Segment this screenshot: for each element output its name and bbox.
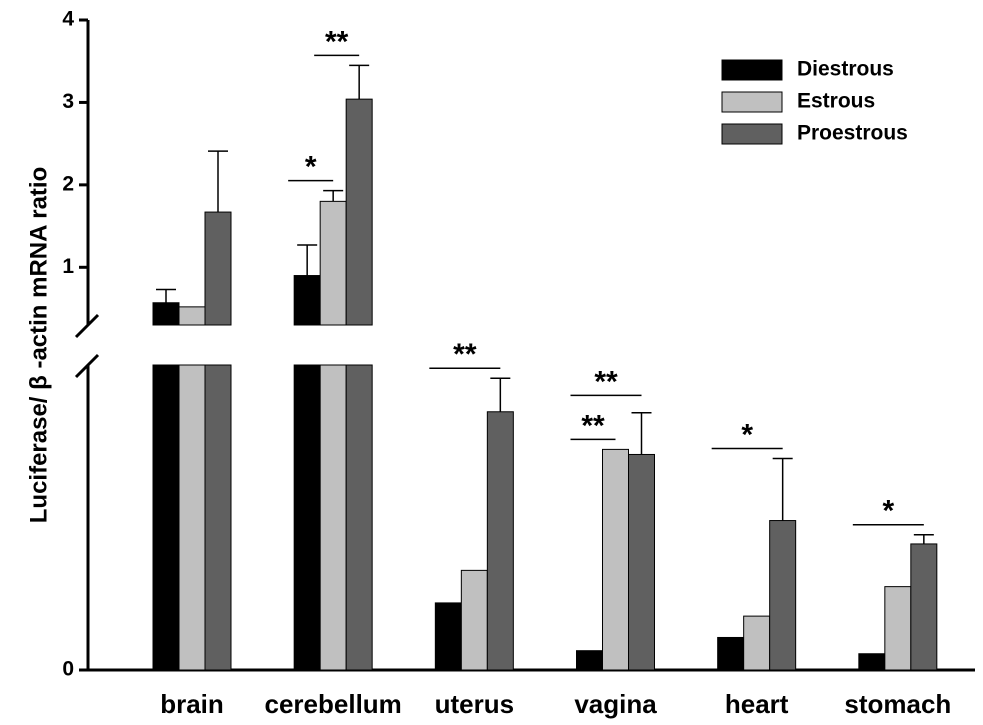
legend-label: Diestrous bbox=[797, 58, 894, 81]
significance-label: ** bbox=[453, 338, 477, 371]
bar bbox=[152, 364, 180, 671]
significance-label: ** bbox=[325, 25, 349, 58]
bar bbox=[293, 364, 321, 671]
axis-break bbox=[74, 313, 100, 339]
x-tick-label: vagina bbox=[574, 689, 657, 719]
bar bbox=[910, 543, 938, 671]
y-tick-label: 4 bbox=[62, 8, 74, 31]
bar bbox=[769, 520, 797, 671]
legend-label: Estrous bbox=[797, 90, 875, 113]
bar bbox=[319, 200, 347, 326]
y-tick-label: 2 bbox=[62, 172, 74, 195]
bar bbox=[576, 650, 603, 671]
axis-break bbox=[74, 353, 100, 379]
bar bbox=[319, 364, 347, 671]
significance-label: ** bbox=[594, 365, 618, 398]
x-tick-label: uterus bbox=[435, 689, 514, 719]
y-tick-label: 3 bbox=[62, 90, 74, 113]
bar bbox=[884, 586, 912, 671]
x-tick-label: cerebellum bbox=[265, 689, 402, 719]
bar bbox=[178, 306, 206, 326]
y-tick-label: 0 bbox=[62, 658, 74, 681]
legend-swatch bbox=[721, 123, 783, 145]
bar bbox=[152, 302, 180, 326]
legend-label: Proestrous bbox=[797, 122, 908, 145]
bar bbox=[178, 364, 206, 671]
y-tick-label: 1 bbox=[62, 255, 74, 278]
legend-swatch bbox=[721, 91, 783, 113]
x-tick-label: heart bbox=[725, 689, 789, 719]
bar bbox=[717, 636, 745, 671]
bar bbox=[293, 275, 321, 326]
bar bbox=[602, 448, 629, 671]
bar bbox=[345, 364, 373, 671]
significance-label: ** bbox=[581, 409, 605, 442]
bar bbox=[204, 211, 232, 326]
y-axis-label: Luciferase/ β -actin mRNA ratio bbox=[25, 167, 52, 524]
bar bbox=[628, 453, 655, 671]
bar bbox=[858, 653, 886, 671]
bar bbox=[204, 364, 232, 671]
bar bbox=[486, 411, 514, 671]
x-tick-label: stomach bbox=[844, 689, 951, 719]
significance-label: * bbox=[882, 495, 894, 528]
significance-label: * bbox=[741, 418, 753, 451]
significance-label: * bbox=[305, 151, 317, 184]
bar bbox=[743, 615, 771, 671]
bar bbox=[434, 602, 462, 671]
bar bbox=[345, 98, 373, 326]
x-tick-label: brain bbox=[160, 689, 224, 719]
bar bbox=[460, 569, 488, 671]
legend-swatch bbox=[721, 59, 783, 81]
